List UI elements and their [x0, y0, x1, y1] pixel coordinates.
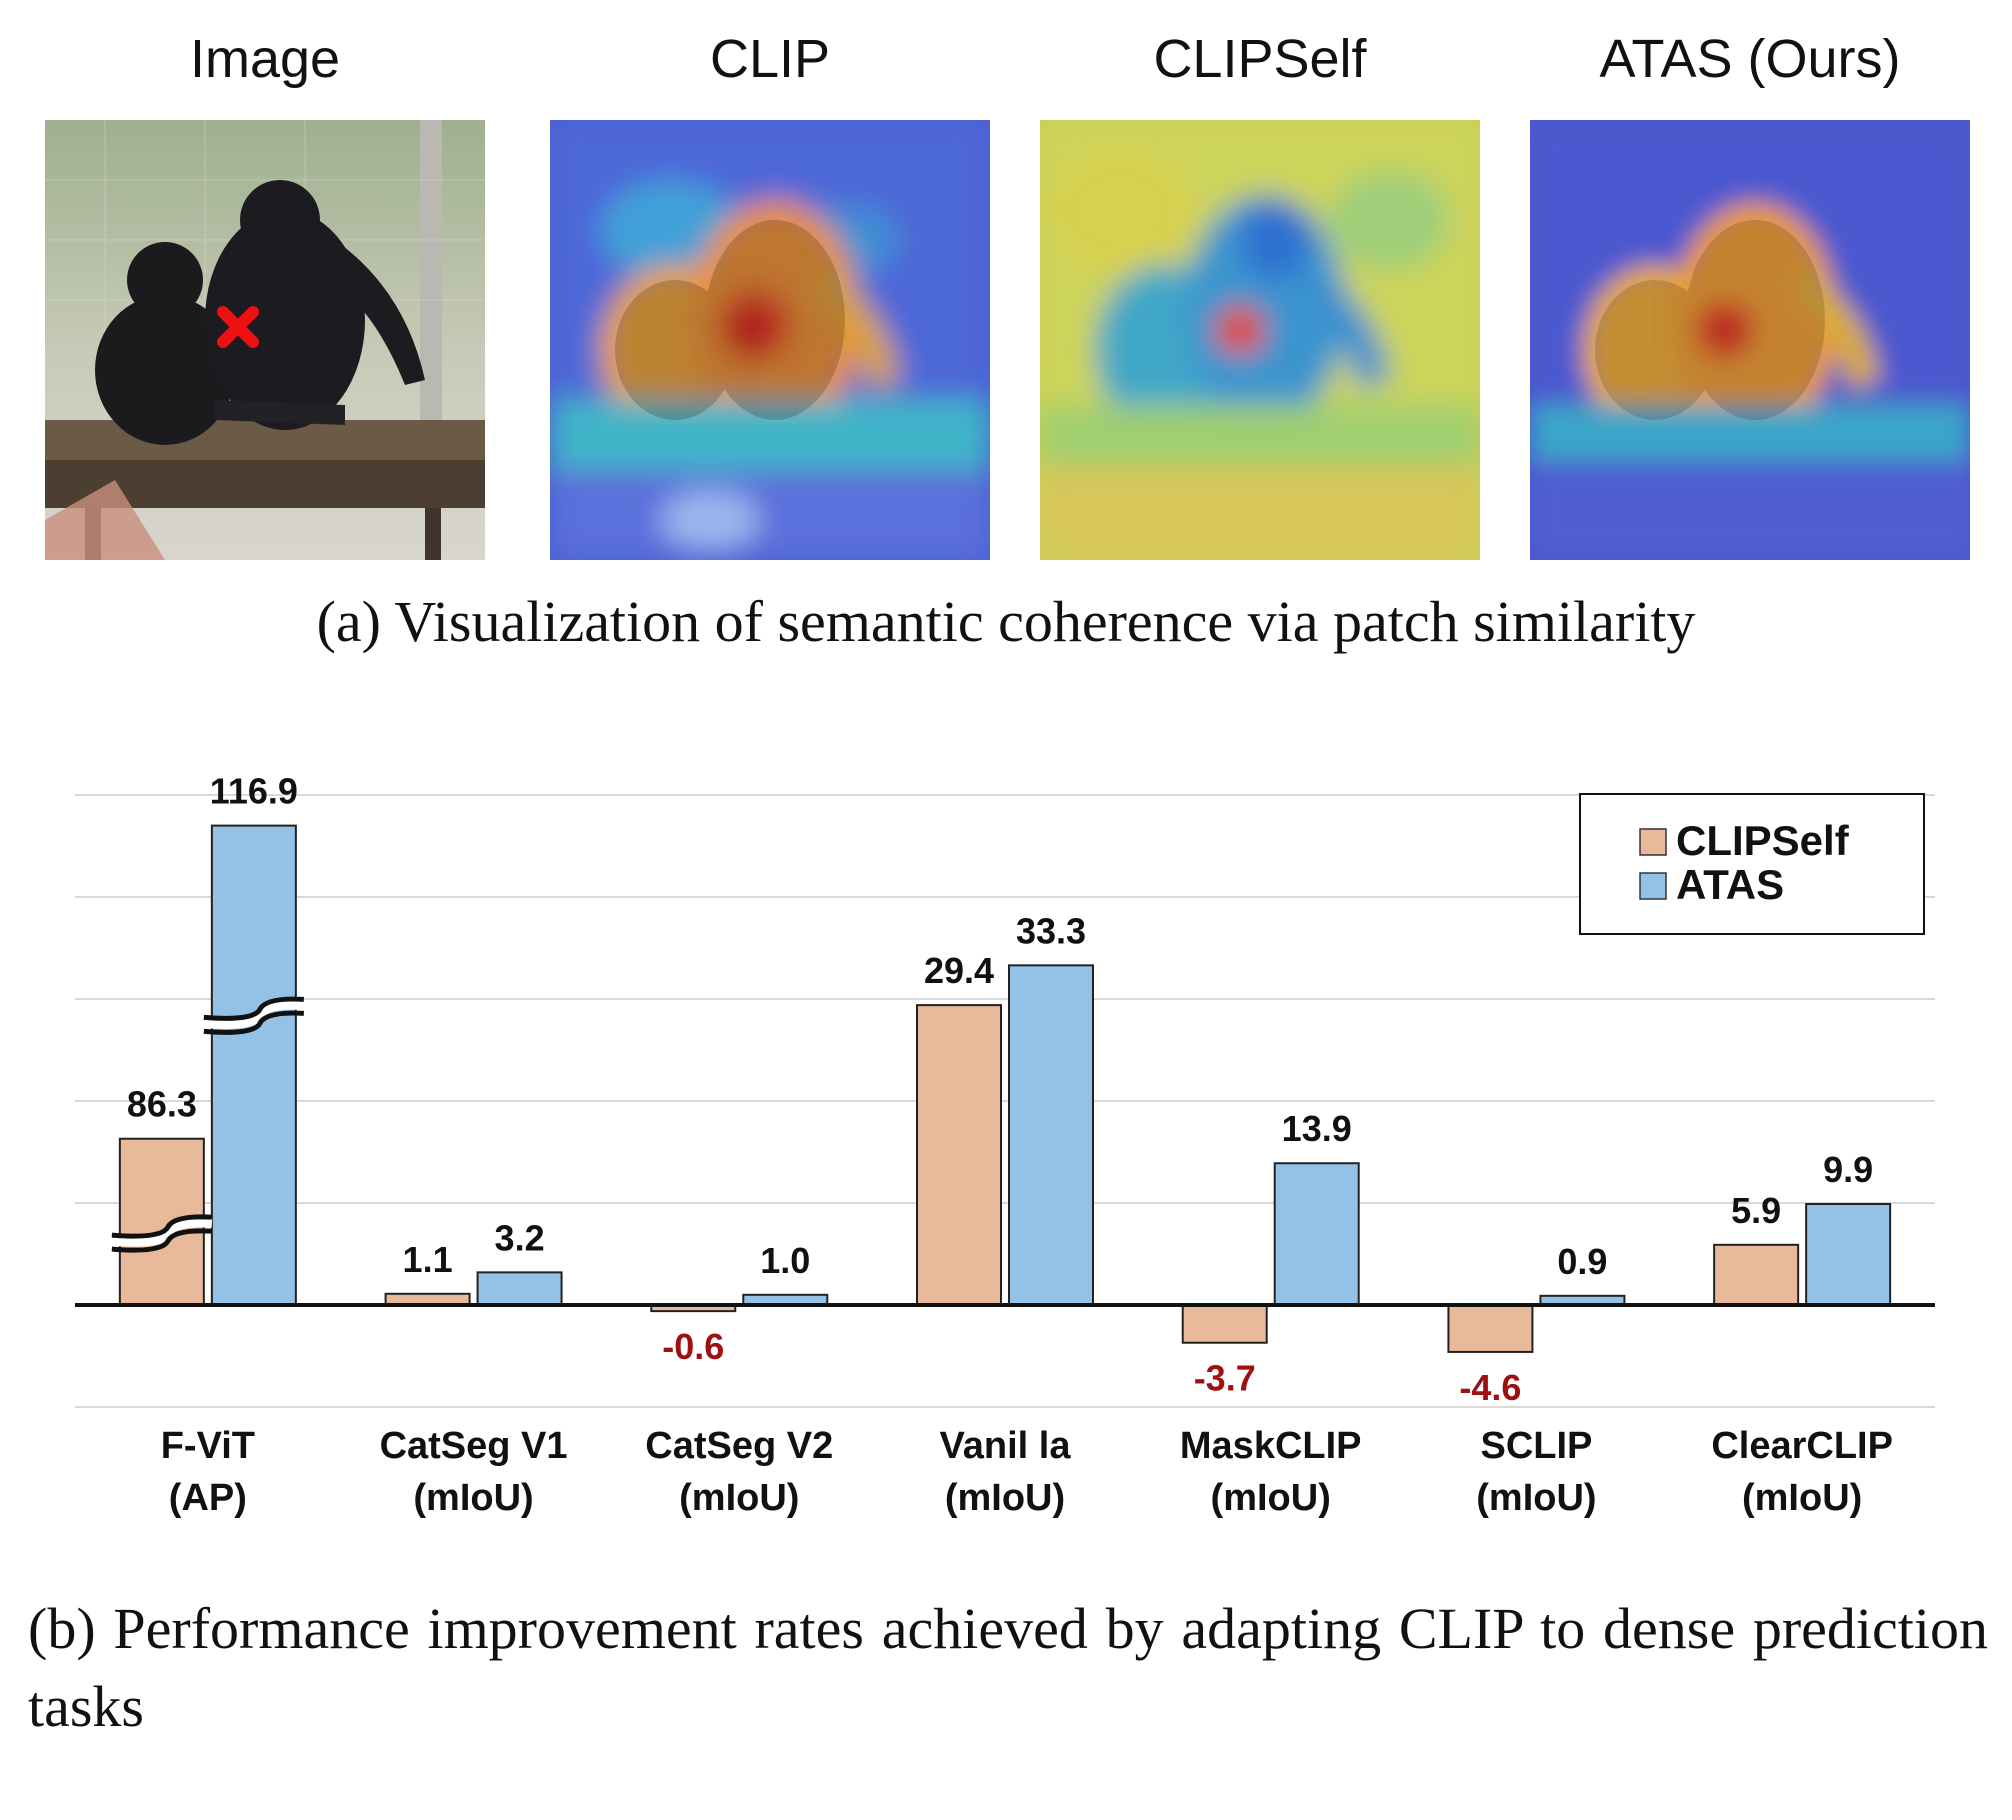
category-label: (mIoU) [1742, 1477, 1862, 1519]
value-label: 86.3 [127, 1084, 197, 1125]
legend-label-atas: ATAS [1676, 861, 1784, 908]
value-label: 5.9 [1731, 1190, 1781, 1231]
bar-clipself-vanil-la [916, 1004, 1002, 1306]
category-label: (mIoU) [679, 1477, 799, 1519]
category-label: Vanil la [940, 1425, 1072, 1467]
category-label: CatSeg V2 [645, 1425, 833, 1467]
value-label: 1.0 [760, 1240, 810, 1281]
category-label: SCLIP [1480, 1425, 1592, 1467]
value-label: 3.2 [495, 1217, 545, 1258]
panel-title-atas: ATAS (Ours) [1599, 29, 1901, 89]
value-label: 116.9 [210, 771, 298, 812]
axis-break-mark [111, 1214, 213, 1253]
category-label: (AP) [169, 1477, 247, 1519]
value-label: -4.6 [1459, 1367, 1521, 1408]
category-labels: F-ViT (AP) CatSeg V1 (mIoU) CatSeg V2 (mIoU) V… [161, 1425, 1893, 1519]
value-label: 13.9 [1282, 1108, 1352, 1149]
panel-title-clip: CLIP [709, 29, 831, 89]
clipself-heatmap [1040, 120, 1480, 560]
value-label: -3.7 [1194, 1358, 1256, 1399]
bar-atas-catseg-v1 [476, 1271, 563, 1306]
bar-atas-f-vit [210, 824, 297, 1306]
value-label: 9.9 [1823, 1149, 1873, 1190]
bar-clipself-maskclip [1181, 1304, 1268, 1344]
legend-swatch-atas [1639, 872, 1667, 900]
category-label: (mIoU) [1476, 1477, 1596, 1519]
value-label: 0.9 [1557, 1241, 1607, 1282]
legend-box [1579, 793, 1925, 935]
legend: CLIPSelf ATAS [1579, 793, 1925, 935]
bar-clipself-clearclip [1713, 1243, 1800, 1307]
legend-swatch-clipself [1639, 828, 1667, 856]
category-label: (mIoU) [413, 1477, 533, 1519]
panel-title-image: Image [189, 29, 341, 89]
legend-label-clipself: CLIPSelf [1676, 817, 1850, 864]
caption-a: (a) Visualization of semantic coherence … [316, 589, 1696, 654]
category-label: F-ViT [161, 1425, 255, 1467]
category-label: MaskCLIP [1180, 1425, 1362, 1467]
caption-b: (b) Performance improvement rates achiev… [28, 1596, 1988, 1739]
atas-heatmap [1530, 120, 1970, 560]
original-image [45, 120, 485, 560]
category-label: CatSeg V1 [380, 1425, 568, 1467]
bar-atas-maskclip [1273, 1162, 1360, 1306]
category-label: (mIoU) [945, 1477, 1065, 1519]
axis-break-mark [203, 996, 305, 1035]
value-label: 29.4 [924, 950, 994, 991]
bar-chart: 86.3 116.9 1.1 3.2 -0.6 1.0 29.4 33.3 -3.7 13.9 -4… [75, 771, 1935, 1519]
bar-atas-clearclip [1805, 1203, 1892, 1306]
axis-break-marks [111, 996, 305, 1253]
value-label: 33.3 [1016, 910, 1086, 951]
clip-heatmap [550, 120, 990, 560]
value-labels: 86.3 116.9 1.1 3.2 -0.6 1.0 29.4 33.3 -3.7 13.9 -4… [127, 771, 1873, 1408]
panel-title-clipself: CLIPSelf [1153, 29, 1367, 89]
value-label: -0.6 [662, 1326, 724, 1367]
red-x-marker-icon [217, 306, 259, 348]
bar-atas-vanil-la [1008, 964, 1094, 1306]
bar-clipself-sclip [1447, 1304, 1534, 1353]
category-label: ClearCLIP [1711, 1425, 1893, 1467]
value-label: 1.1 [403, 1239, 453, 1280]
category-label: (mIoU) [1211, 1477, 1331, 1519]
